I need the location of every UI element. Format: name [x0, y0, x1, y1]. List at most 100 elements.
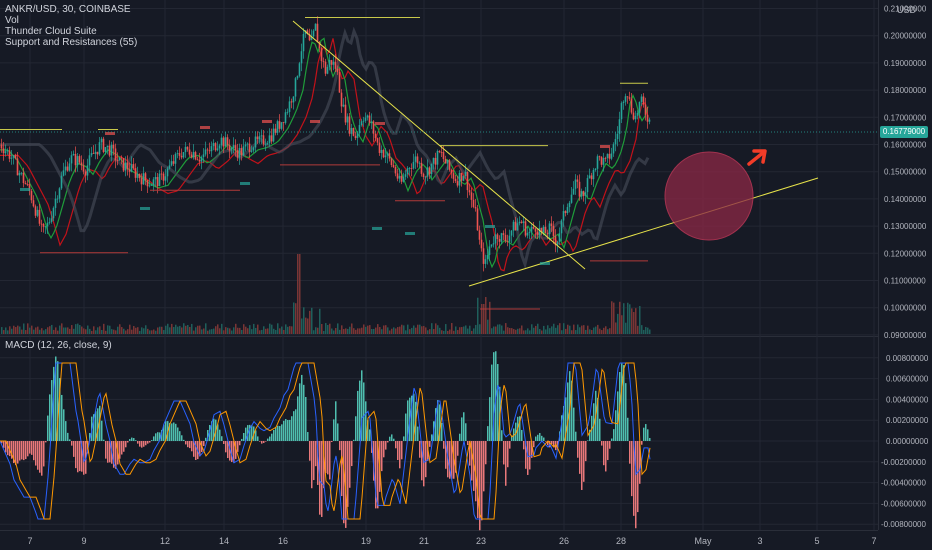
candle-body [60, 175, 63, 189]
candle-body [332, 61, 335, 65]
volume-bar [485, 297, 487, 334]
candle-body [588, 175, 591, 179]
signal-marker [485, 225, 495, 228]
macd-histogram-bar [373, 441, 375, 481]
candle-body [618, 119, 621, 134]
volume-bar [615, 322, 617, 334]
volume-bar [221, 323, 223, 334]
volume-bar [211, 329, 213, 334]
macd-histogram-bar [113, 441, 115, 468]
volume-bar [271, 324, 273, 334]
candle-body [0, 144, 3, 149]
volume-bar [505, 323, 507, 334]
candle-body [20, 172, 23, 174]
candle-body [520, 221, 523, 223]
macd-histogram-bar [339, 441, 341, 451]
macd-histogram-bar [155, 433, 157, 441]
candle-body [452, 173, 455, 179]
candle-body [370, 121, 373, 123]
volume-bar [545, 329, 547, 334]
candle-body [404, 174, 407, 177]
candle-body [48, 221, 51, 223]
candle-body [422, 173, 425, 178]
macd-histogram-bar [647, 429, 649, 441]
candle-body [302, 33, 305, 52]
volume-bar [619, 301, 621, 334]
macd-histogram-bar [481, 441, 483, 521]
macd-histogram-bar [439, 404, 441, 441]
candle-body [142, 173, 145, 185]
macd-histogram-bar [297, 396, 299, 441]
thunder-cloud-legend[interactable]: Thunder Cloud Suite [5, 26, 97, 37]
volume-bar [571, 330, 573, 334]
volume-bar [5, 327, 7, 334]
candle-body [118, 157, 121, 161]
arrow-head [752, 149, 767, 164]
candle-body [316, 23, 319, 43]
volume-bar [325, 323, 327, 334]
macd-histogram-bar [465, 423, 467, 441]
volume-bar [591, 330, 593, 334]
candle-body [432, 157, 435, 164]
volume-bar [501, 325, 503, 334]
candle-body [484, 259, 487, 264]
macd-histogram-bar [477, 441, 479, 518]
volume-bar [49, 326, 51, 334]
candle-body [636, 112, 639, 116]
macd-histogram-bar [417, 426, 419, 441]
volume-bar [389, 330, 391, 334]
macd-histogram-bar [377, 441, 379, 509]
support-resistance-legend[interactable]: Support and Resistances (55) [5, 37, 138, 48]
macd-histogram-bar [29, 441, 31, 454]
volume-bar [493, 326, 495, 334]
macd-histogram-bar [27, 441, 29, 457]
candle-body [526, 232, 529, 236]
candle-body [312, 30, 315, 37]
candle-body [392, 165, 395, 167]
macd-histogram-bar [159, 432, 161, 441]
candle-body [586, 178, 589, 193]
volume-bar [73, 328, 75, 334]
candle-body [502, 233, 505, 235]
volume-bar [159, 326, 161, 334]
macd-histogram-bar [229, 441, 231, 461]
signal-marker [375, 122, 385, 125]
macd-legend[interactable]: MACD (12, 26, close, 9) [5, 340, 112, 351]
macd-histogram-bar [115, 441, 117, 469]
signal-line [0, 362, 651, 520]
volume-bar [399, 326, 401, 334]
volume-bar [283, 330, 285, 334]
candle-body [16, 158, 19, 176]
volume-bar [567, 324, 569, 334]
macd-histogram-bar [69, 439, 71, 441]
macd-histogram-bar [491, 364, 493, 441]
candle-body [156, 177, 159, 187]
macd-histogram-bar [531, 441, 533, 458]
volume-bar [583, 325, 585, 334]
macd-histogram-bar [331, 441, 333, 443]
volume-bar [13, 325, 15, 334]
macd-line [0, 362, 651, 520]
candle-body [456, 181, 459, 186]
macd-histogram-bar [483, 441, 485, 492]
macd-histogram-bar [341, 441, 343, 497]
candle-body [598, 156, 601, 158]
macd-histogram-bar [35, 441, 37, 466]
candle-body [406, 168, 409, 175]
candle-body [366, 115, 369, 118]
candle-body [74, 153, 77, 166]
macd-histogram-bar [11, 441, 13, 459]
volume-bar [103, 323, 105, 334]
volume-legend[interactable]: Vol [5, 15, 19, 26]
candle-body [576, 179, 579, 182]
candle-body [492, 243, 495, 245]
candle-body [202, 154, 205, 158]
candle-body [84, 171, 87, 176]
volume-bar [119, 324, 121, 334]
macd-histogram-bar [5, 441, 7, 453]
macd-histogram-bar [391, 434, 393, 441]
symbol-legend[interactable]: ANKR/USD, 30, COINBASE [5, 4, 131, 15]
volume-bar [343, 329, 345, 334]
volume-bar [89, 328, 91, 334]
